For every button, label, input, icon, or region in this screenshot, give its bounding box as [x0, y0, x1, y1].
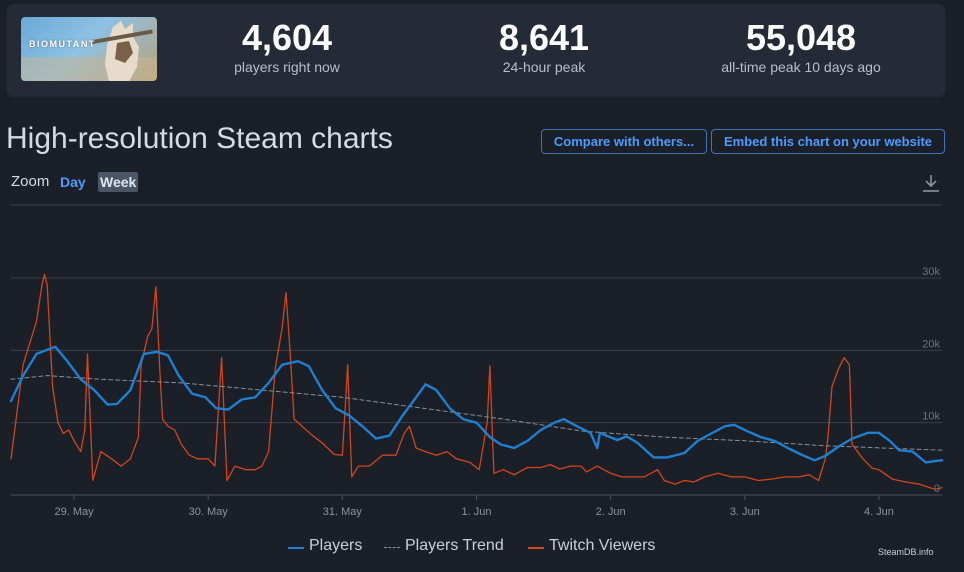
page-title: High-resolution Steam charts: [6, 122, 393, 155]
series-line-twitch-viewers[interactable]: [10, 273, 943, 490]
zoom-week-option[interactable]: Week: [98, 172, 139, 192]
stat-all-time-peak: 55,048 all-time peak 10 days ago: [705, 18, 897, 76]
game-logo-text: BIOMUTANT: [29, 39, 96, 49]
grid-layer: [11, 277, 942, 424]
stat-label: all-time peak 10 days ago: [721, 59, 881, 75]
stats-card: BIOMUTANT 4,604 players right now 8,641 …: [7, 4, 945, 97]
x-tick-label: 29. May: [54, 506, 94, 518]
stat-players-now: 4,604 players right now: [217, 18, 357, 76]
embed-chart-button[interactable]: Embed this chart on your website: [711, 129, 945, 154]
zoom-label: Zoom: [11, 173, 50, 190]
axis-layer: 0 10k 20k 30k 29. May 30. May 31. May 1. Jun 2. …: [11, 266, 942, 518]
chart-legend: Players Players Trend Twitch Viewers: [0, 537, 964, 557]
x-tick-label: 4. Jun: [864, 506, 894, 518]
stat-24h-peak: 8,641 24-hour peak: [474, 18, 614, 76]
y-tick-label: 10k: [922, 411, 940, 423]
zoom-day-option[interactable]: Day: [60, 174, 86, 190]
legend-label-players: Players: [309, 537, 363, 554]
series-line-players[interactable]: [9, 345, 944, 464]
legend-swatch-twitch: [528, 547, 544, 549]
player-chart[interactable]: 0 10k 20k 30k 29. May 30. May 31. May 1. Jun 2. …: [0, 200, 964, 530]
stat-label: players right now: [234, 59, 340, 75]
y-tick-label: 20k: [922, 338, 940, 350]
legend-swatch-trend: [384, 547, 400, 548]
compare-button[interactable]: Compare with others...: [541, 129, 707, 154]
stat-label: 24-hour peak: [502, 59, 586, 75]
y-tick-label: 0: [934, 483, 940, 495]
stat-value: 4,604: [241, 17, 333, 58]
game-logo[interactable]: BIOMUTANT: [21, 17, 157, 81]
legend-swatch-players: [288, 547, 304, 549]
game-logo-art: [21, 21, 157, 81]
series-layer: [9, 273, 944, 490]
y-tick-label: 30k: [922, 266, 940, 278]
x-tick-label: 30. May: [189, 506, 229, 518]
x-tick-label: 2. Jun: [596, 506, 626, 518]
download-icon[interactable]: [920, 172, 942, 194]
legend-label-trend: Players Trend: [405, 537, 504, 554]
stat-value: 55,048: [745, 17, 857, 58]
x-tick-label: 31. May: [323, 506, 363, 518]
legend-label-twitch: Twitch Viewers: [549, 537, 656, 554]
series-line-players-trend[interactable]: [10, 375, 943, 451]
x-tick-label: 3. Jun: [730, 506, 760, 518]
stat-value: 8,641: [498, 17, 590, 58]
x-tick-label: 1. Jun: [462, 506, 492, 518]
credit-text: SteamDB.info: [878, 547, 934, 557]
